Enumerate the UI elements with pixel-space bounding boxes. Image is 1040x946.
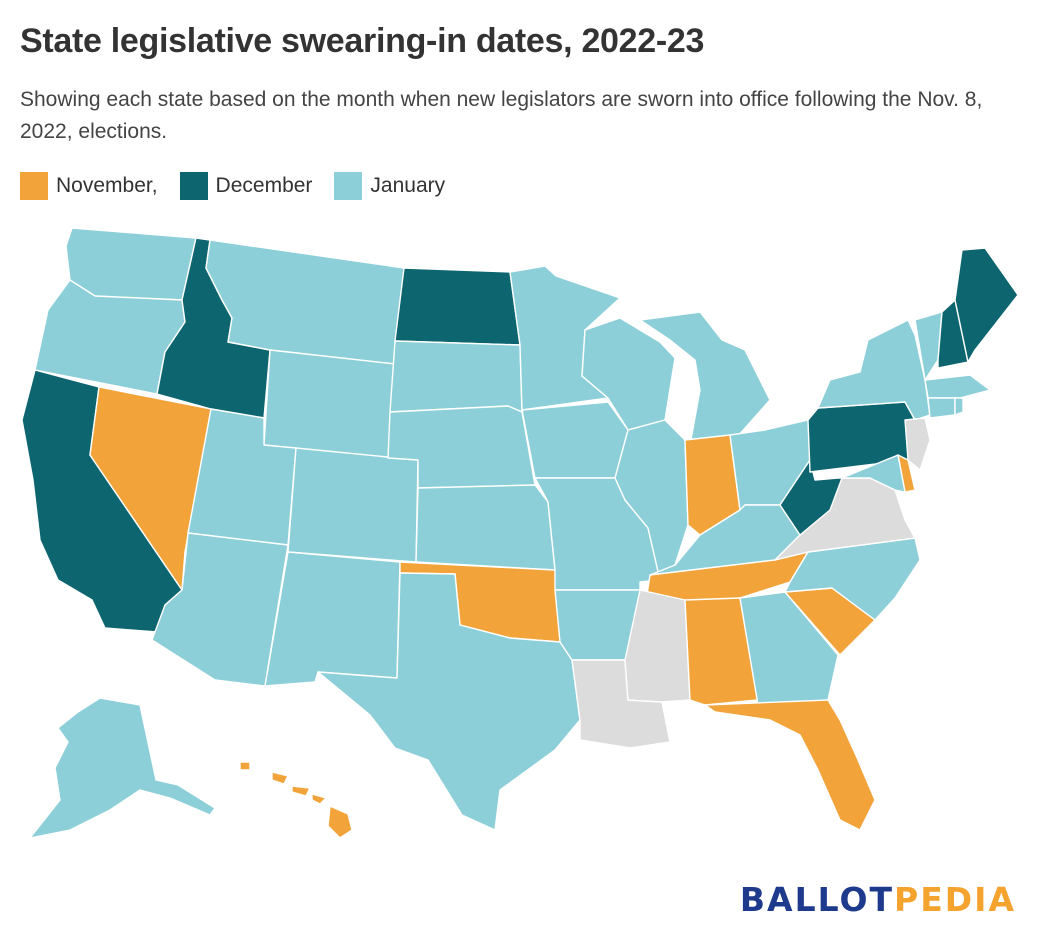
state-IA[interactable] xyxy=(521,401,629,479)
state-WY[interactable] xyxy=(263,349,396,459)
legend-item-january: January xyxy=(334,172,445,200)
legend-label-january: January xyxy=(370,174,446,197)
logo-text-ballot: BALLOT xyxy=(739,880,895,919)
state-RI[interactable] xyxy=(954,397,964,416)
state-NM[interactable] xyxy=(264,551,401,687)
state-NH[interactable] xyxy=(937,299,969,369)
state-AZ[interactable] xyxy=(151,532,289,687)
state-AL[interactable] xyxy=(684,597,759,706)
legend-label-december: December xyxy=(215,174,313,197)
map-subtitle: Showing each state based on the month wh… xyxy=(20,88,983,143)
map-title: State legislative swearing-in dates, 202… xyxy=(20,22,705,60)
state-HI[interactable] xyxy=(239,761,353,839)
state-GA[interactable] xyxy=(739,591,839,706)
state-NY[interactable] xyxy=(817,319,931,421)
state-FL[interactable] xyxy=(704,699,876,831)
legend-swatch-november xyxy=(20,172,48,200)
legend-swatch-january xyxy=(334,172,363,200)
state-MA[interactable] xyxy=(924,374,991,399)
state-CT[interactable] xyxy=(927,397,956,419)
state-ND[interactable] xyxy=(394,267,521,346)
state-ME[interactable] xyxy=(954,247,1019,363)
state-KS[interactable] xyxy=(415,484,556,571)
legend-label-november: November, xyxy=(56,174,158,197)
legend-item-december: December xyxy=(179,172,313,200)
state-TX[interactable] xyxy=(317,572,581,831)
legend-swatch-december xyxy=(179,172,208,200)
state-NJ[interactable] xyxy=(904,417,931,471)
logo-text-pedia: PEDIA xyxy=(894,880,1016,919)
state-CO[interactable] xyxy=(287,447,419,563)
state-SD[interactable] xyxy=(389,340,523,413)
ballotpedia-logo: BALLOTPEDIA xyxy=(740,880,1016,919)
us-state-map xyxy=(21,227,1019,839)
legend: November, December January xyxy=(20,172,467,200)
legend-item-november: November, xyxy=(20,172,158,200)
state-MD[interactable] xyxy=(841,454,906,493)
state-AK[interactable] xyxy=(29,697,216,839)
